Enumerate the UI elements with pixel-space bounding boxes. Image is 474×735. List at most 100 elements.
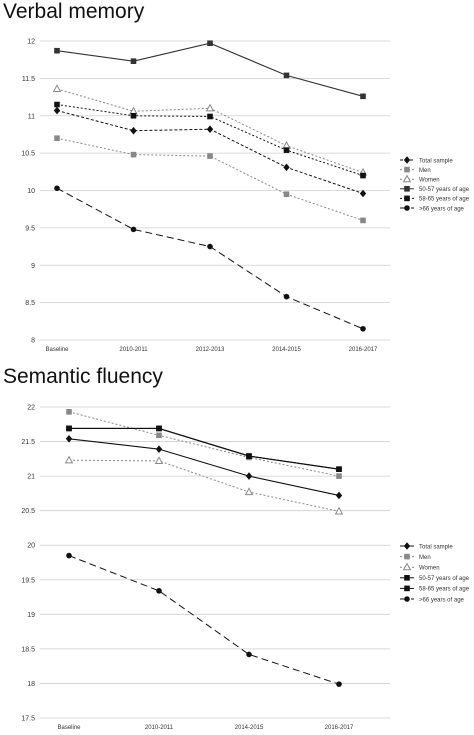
chart-title: Verbal memory: [3, 0, 145, 23]
legend-marker: [403, 156, 411, 164]
x-tick-label: 2016-2017: [349, 347, 378, 353]
y-tick-label: 8.5: [25, 300, 35, 307]
semantic-fluency-chart: 17.5 18 18.5 19 19.5 20 20.5 21 21.5 22 Baseline 20…: [21, 405, 470, 732]
y-tick-label: 12: [27, 39, 35, 46]
legend-marker: [403, 542, 411, 550]
data-point: [130, 126, 137, 135]
y-tick-label: 21: [27, 474, 35, 481]
legend-label: Men: [419, 555, 431, 561]
legend-label: Total sample: [419, 158, 453, 164]
data-point: [336, 681, 342, 687]
x-tick-label: 2014-2015: [272, 347, 301, 353]
verbal-memory-panel: Verbal memory 8 8.5 9 9.5 10 10.5 11 11.5 12 Base…: [0, 0, 474, 365]
series-line: [68, 555, 340, 685]
legend-label: >66 years of age: [419, 597, 465, 603]
legend-marker: [404, 585, 410, 592]
data-point: [335, 491, 343, 500]
legend-marker: [404, 596, 410, 602]
legend-label: 58-65 years of age: [419, 587, 470, 593]
y-tick-label: 10: [27, 188, 35, 195]
data-point: [334, 506, 344, 515]
data-point: [336, 473, 342, 479]
data-point: [53, 106, 61, 115]
data-point: [283, 72, 290, 79]
data-point: [283, 293, 290, 300]
legend-label: Women: [419, 566, 440, 572]
legend-marker: [404, 205, 410, 211]
data-point: [156, 425, 162, 432]
data-point: [283, 191, 290, 198]
y-tick-label: 20: [27, 543, 35, 550]
data-point: [54, 101, 60, 108]
data-point: [359, 189, 367, 198]
data-point: [336, 466, 342, 472]
data-point: [156, 432, 162, 439]
y-tick-label: 19: [27, 612, 35, 619]
y-tick-label: 10.5: [21, 151, 35, 158]
legend-label: Women: [419, 178, 440, 184]
semantic-fluency-panel: Semantic fluency 17.5 18 18.5 19 19.5 20 20.5 2…: [0, 365, 474, 735]
legend-label: Total sample: [419, 544, 453, 550]
verbal-memory-chart: 8 8.5 9 9.5 10 10.5 11 11.5 12 Baseline 2010-2011 2…: [21, 39, 470, 354]
data-point: [54, 47, 60, 54]
y-tick-label: 11.5: [22, 76, 35, 83]
data-point: [156, 588, 162, 594]
x-tick-label: 2016-2017: [325, 725, 354, 731]
data-point: [246, 651, 252, 658]
y-tick-label: 19.5: [21, 577, 35, 584]
data-point: [246, 453, 252, 459]
data-point: [207, 243, 213, 250]
series-line: [56, 42, 364, 97]
data-point: [54, 185, 60, 192]
legend-marker: [402, 562, 412, 571]
data-point: [360, 325, 366, 332]
y-tick-label: 20.5: [21, 508, 35, 515]
data-point: [66, 409, 72, 415]
data-point: [245, 472, 253, 480]
series-line: [68, 438, 340, 496]
y-tick-label: 18.5: [21, 646, 35, 653]
data-point: [244, 487, 254, 496]
legend-label: 50-57 years of age: [419, 576, 470, 582]
data-point: [207, 113, 213, 120]
data-point: [360, 172, 366, 179]
legend-label: 58-65 years of age: [419, 197, 470, 203]
data-point: [283, 163, 290, 172]
y-tick-label: 17.5: [21, 716, 35, 723]
data-point: [207, 153, 213, 159]
y-tick-label: 8: [31, 338, 35, 345]
legend-label: 50-57 years of age: [419, 187, 470, 193]
legend-marker: [404, 166, 410, 173]
y-tick-label: 9.5: [25, 225, 35, 232]
series-line: [56, 187, 364, 330]
legend-marker: [404, 186, 410, 192]
y-tick-label: 18: [27, 681, 35, 688]
data-point: [130, 226, 137, 233]
series-line: [56, 110, 364, 194]
x-tick-label: 2014-2015: [235, 725, 264, 731]
data-point: [282, 141, 291, 149]
data-point: [205, 103, 215, 112]
data-point: [360, 217, 366, 224]
data-point: [66, 552, 72, 559]
y-tick-label: 22: [27, 405, 35, 412]
y-tick-label: 21.5: [21, 439, 35, 446]
x-tick-label: 2010-2011: [145, 725, 174, 731]
data-point: [206, 125, 214, 134]
legend-marker: [404, 553, 410, 560]
data-point: [283, 147, 290, 153]
x-tick-label: Baseline: [45, 347, 69, 353]
data-point: [65, 434, 73, 443]
series-line: [56, 137, 364, 221]
data-point: [130, 151, 137, 158]
data-point: [360, 93, 366, 100]
y-tick-label: 11: [28, 113, 35, 120]
data-point: [66, 425, 72, 432]
data-point: [54, 135, 60, 141]
legend-label: Men: [419, 168, 431, 174]
legend-marker: [402, 174, 412, 183]
data-point: [155, 445, 163, 453]
y-tick-label: 9: [31, 263, 35, 270]
x-tick-label: Baseline: [57, 725, 81, 731]
data-point: [52, 84, 62, 92]
